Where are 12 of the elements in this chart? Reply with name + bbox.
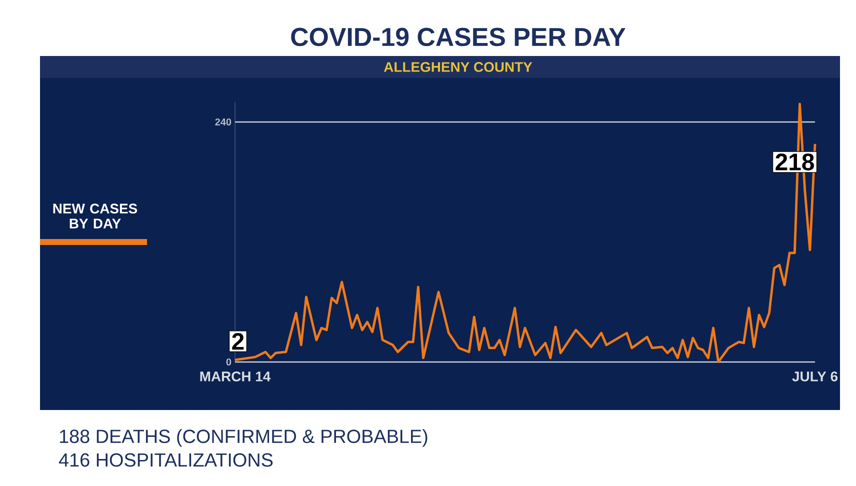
chart-subtitle: ALLEGHENY COUNTY	[384, 62, 532, 72]
annotation: 2	[232, 333, 244, 350]
annotation: 218	[776, 154, 814, 170]
y-tick-label: 0	[226, 358, 232, 366]
x-tick-label: MARCH 14	[200, 371, 271, 382]
line-series	[234, 102, 816, 364]
chart-title: COVID-19 CASES PER DAY	[291, 28, 626, 46]
text: 188 DEATHS (CONFIRMED & PROBABLE)	[60, 429, 428, 447]
y-tick-label: 240	[215, 118, 232, 126]
text: NEW CASES BY DAY	[53, 204, 138, 228]
text: 416 HOSPITALIZATIONS	[58, 453, 273, 467]
x-tick-label: JULY 6	[792, 371, 838, 382]
